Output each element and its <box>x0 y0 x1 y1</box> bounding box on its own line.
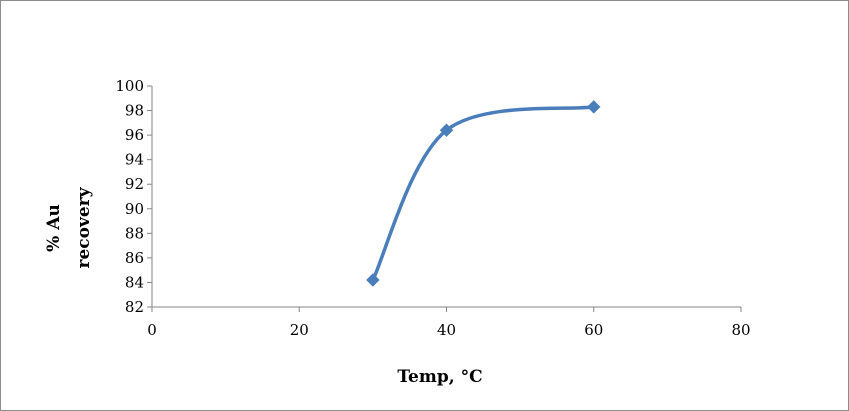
y-tick-label: 84 <box>125 273 144 291</box>
y-tick-label: 94 <box>125 151 144 169</box>
y-tick-label: 92 <box>125 175 144 193</box>
series-line <box>371 105 596 282</box>
y-tick-label: 82 <box>125 298 144 316</box>
y-tick-label: 90 <box>125 200 144 218</box>
x-tick-label: 60 <box>584 321 603 339</box>
y-tick-label: 88 <box>125 224 144 242</box>
data-point-marker <box>366 273 380 287</box>
y-tick-label: 86 <box>125 249 144 267</box>
x-tick-label: 40 <box>437 321 456 339</box>
y-axis: 82 84 86 88 90 92 94 96 98 100 <box>115 77 153 316</box>
y-axis-title-line-2: recovery <box>74 186 94 268</box>
data-point-marker <box>587 100 601 114</box>
x-tick-label: 20 <box>290 321 309 339</box>
x-axis-title: Temp, °C <box>397 367 482 387</box>
x-axis: 0 20 40 60 80 <box>147 306 751 339</box>
x-tick-label: 80 <box>731 321 750 339</box>
x-tick-label: 0 <box>147 321 157 339</box>
series-line-group <box>366 100 601 287</box>
y-tick-label: 96 <box>125 126 144 144</box>
y-axis-title-line-1: % Au <box>44 204 64 252</box>
y-tick-label: 100 <box>115 77 144 95</box>
data-point-marker <box>439 123 454 137</box>
y-tick-label: 98 <box>125 102 144 120</box>
y-axis-title-group: % Au recovery <box>44 186 94 268</box>
